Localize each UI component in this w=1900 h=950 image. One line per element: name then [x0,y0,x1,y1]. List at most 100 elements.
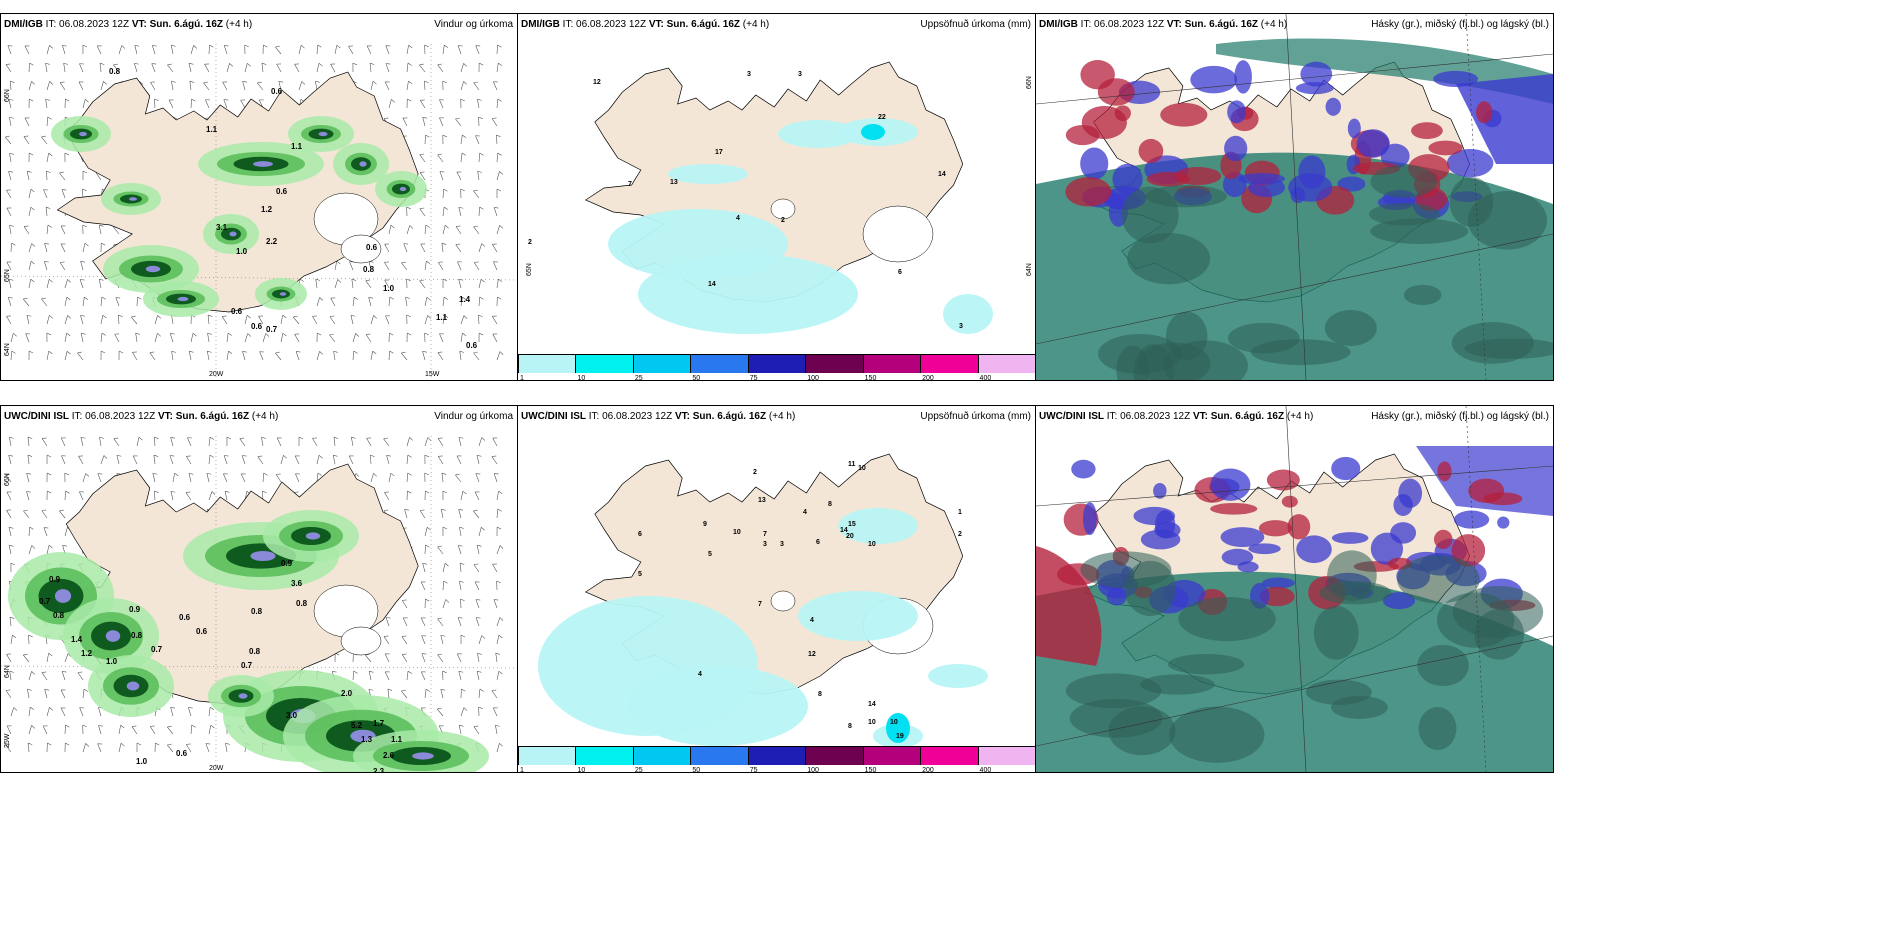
precip-value-label: 0.7 [266,325,278,334]
precip-value-label: 2.2 [266,237,278,246]
accum-value-label: 15 [848,521,856,528]
accum-value-label: 7 [758,601,762,608]
panel-dmi-clouds: DMI/IGB IT: 06.08.2023 12Z VT: Sun. 6.ág… [1035,13,1554,381]
colorbar-segment [518,355,576,373]
lat-label-64: 64N [4,343,11,356]
accum-value-label: 12 [808,651,816,658]
lon-label-15: 15W [425,371,440,378]
accum-value-label: 14 [868,701,876,708]
precip-value-label: 0.8 [363,265,375,274]
precip-value-label: 0.9 [49,575,61,584]
colorbar-tick-label: 400 [979,767,992,773]
accum-value-label: 14 [938,171,946,178]
colorbar-tick-label: 1 [520,767,524,773]
colorbar-tick-label: 200 [922,375,934,381]
colorbar-segment [747,355,806,373]
accum-value-label: 13 [670,179,678,186]
precip-value-label: 0.9 [281,559,293,568]
accum-value-label: 10 [733,529,741,536]
precip-value-label: 0.6 [176,749,188,758]
precip-value-label: 0.6 [196,627,208,636]
accum-value-label: 5 [708,551,712,558]
colorbar-segment [977,747,1035,765]
precip-value-label: 0.8 [131,631,143,640]
colorbar-segment [920,355,978,373]
colorbar-segment [575,355,633,373]
accum-value-label: 9 [703,521,707,528]
precip-value-label: 1.2 [261,205,273,214]
colorbar-tick-label: 10 [577,767,586,773]
panel-uwc-clouds: UWC/DINI ISL IT: 06.08.2023 12Z VT: Sun.… [1035,405,1554,773]
precip-value-label: 1.2 [81,649,93,658]
accum-value-label: 14 [708,281,716,288]
colorbar-tick-label: 150 [864,767,877,773]
precip-colorbar: 1 10 25 50 75 100 150 200 400 [518,746,1035,772]
accum-value-label: 22 [878,114,886,121]
panel-header: UWC/DINI ISL IT: 06.08.2023 12Z VT: Sun.… [4,411,513,422]
colorbar-tick-label: 25 [634,375,643,381]
accum-value-label: 10 [868,719,876,726]
precip-value-label: 0.7 [241,661,253,670]
precip-value-label: 1.1 [391,735,403,744]
precip-value-label: 0.7 [39,597,51,606]
colorbar-segment [920,747,978,765]
map-wind-precip-top: 0.80.61.11.10.63.12.21.0 0.60.80.60.70.61… [1,44,517,380]
lat-label-65: 65N [4,269,11,282]
accum-value-label: 11 [848,461,856,468]
colorbar-segment [518,747,576,765]
accum-value-label: 3 [798,71,802,78]
precip-value-label: 1.4 [71,635,83,644]
precip-value-label: 0.8 [296,599,308,608]
colorbar-segment [690,747,748,765]
colorbar-tick-label: 400 [979,375,992,381]
precip-value-label: 1.0 [236,247,248,256]
colorbar-segment [747,747,806,765]
precip-value-label: 3.6 [291,579,303,588]
precip-value-label: 3.0 [286,711,298,720]
colorbar-segment [805,355,863,373]
precip-value-label: 0.6 [251,322,263,331]
accum-value-label: 4 [698,671,702,678]
precip-value-label: 0.8 [53,611,65,620]
colorbar-tick-label: 10 [577,375,586,381]
accum-value-label: 8 [848,723,852,730]
precip-value-label: 1.3 [361,735,373,744]
panel-header: UWC/DINI ISL IT: 06.08.2023 12Z VT: Sun.… [521,411,1031,422]
colorbar-tick-label: 100 [807,767,819,773]
accum-value-label: 3 [780,541,784,548]
accum-value-label: 13 [758,497,766,504]
accum-value-label: 10 [858,465,866,472]
colorbar-segment [862,747,921,765]
accum-value-label: 2 [753,469,757,476]
map-accum-top: 12 3 3 22 17 13 7 4 2 14 6 14 2 3 [528,61,993,334]
lat-label-66: 66N [4,473,11,486]
precip-value-label: 0.8 [249,647,261,656]
colorbar-segment [632,355,691,373]
accum-value-label: 6 [816,539,820,546]
colorbar-tick-label: 50 [692,375,701,381]
accum-value-label: 8 [818,691,822,698]
precip-value-label: 2.3 [373,767,385,772]
map-wind-precip-bottom: 0.90.70.81.41.21.00.90.80.70.60.70.80.60… [1,436,517,772]
precip-value-label: 5.2 [351,721,363,730]
precip-value-label: 0.8 [109,67,121,76]
precip-value-label: 1.1 [206,125,218,134]
accum-value-label: 10 [890,719,898,726]
accum-value-label: 12 [593,79,601,86]
colorbar-tick-label: 1 [520,375,524,381]
accum-value-label: 6 [898,269,902,276]
panel-dmi-wind-precip: DMI/IGB IT: 06.08.2023 12Z VT: Sun. 6.ág… [0,13,518,381]
precip-value-label: 1.0 [106,657,118,666]
accum-value-label: 4 [810,617,814,624]
accum-value-label: 7 [628,181,632,188]
precip-value-label: 1.0 [136,757,148,766]
accum-value-label: 7 [763,531,767,538]
lat-label-64: 64N [4,665,11,678]
precip-value-label: 1.1 [436,313,448,322]
precip-value-label: 0.8 [251,607,263,616]
colorbar-tick-label: 75 [749,767,758,773]
colorbar-segment [805,747,863,765]
accum-value-label: 1 [958,509,962,516]
lat-label-66: 66N [4,89,11,102]
